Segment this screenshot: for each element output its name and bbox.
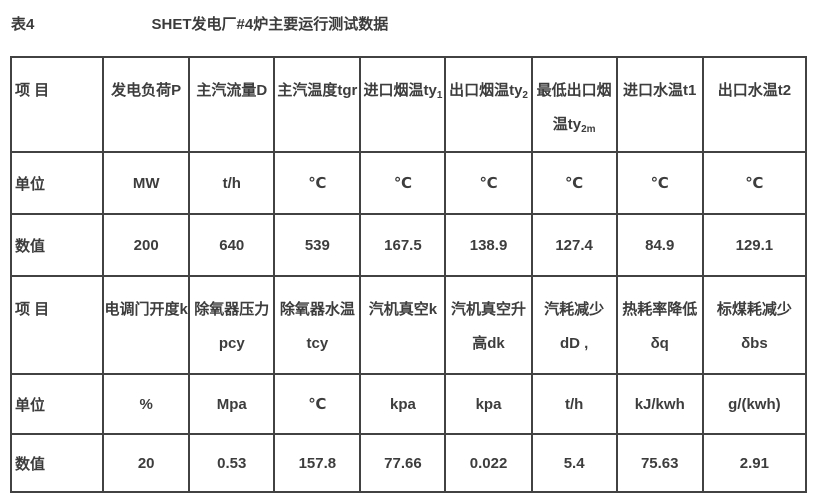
value-cell: 20 [102, 433, 191, 493]
row-label: 单位 [9, 373, 105, 435]
column-header: 电调门开度k [102, 275, 191, 375]
subscript: 2 [522, 90, 528, 101]
table-row: 项 目 发电负荷P 主汽流量D 主汽温度tgr 进口烟温ty1 出口烟温ty2 … [9, 56, 808, 153]
header-text-line2: pcy [218, 335, 245, 352]
value-cell: 2.91 [701, 433, 808, 493]
table-number-label: 表4 [11, 16, 35, 33]
column-header: 热耗率降低 δq [615, 275, 704, 375]
column-header: 除氧器水温 tcy [273, 275, 362, 375]
column-header: 主汽流量D [188, 56, 276, 153]
value-cell: 640 [188, 213, 276, 277]
header-text: 出口烟温ty [449, 82, 523, 99]
column-header: 主汽温度tgr [273, 56, 362, 153]
unit-cell: g/(kwh) [701, 373, 808, 435]
value-cell: 539 [273, 213, 362, 277]
row-label: 数值 [9, 213, 105, 277]
header-text: 汽机真空升 [451, 301, 527, 318]
header-text-line2: tcy [306, 335, 329, 352]
value-cell: 138.9 [444, 213, 533, 277]
unit-cell: MW [102, 151, 191, 215]
unit-cell: Mpa [188, 373, 276, 435]
value-cell: 167.5 [359, 213, 447, 277]
unit-cell: ℃ [273, 373, 362, 435]
unit-cell: ℃ [701, 151, 808, 215]
table-row: 数值 20 0.53 157.8 77.66 0.022 5.4 75.63 2… [9, 433, 808, 493]
value-cell: 75.63 [615, 433, 704, 493]
header-text: 温ty2m [534, 108, 615, 142]
table-row: 数值 200 640 539 167.5 138.9 127.4 84.9 12… [9, 213, 808, 277]
row-label: 数值 [9, 433, 105, 493]
header-text: 汽耗减少 [544, 301, 605, 318]
table-row: 单位 % Mpa ℃ kpa kpa t/h kJ/kwh g/(kwh) [9, 373, 808, 435]
header-text: 除氧器水温 [279, 301, 355, 318]
table-row: 项 目 电调门开度k 除氧器压力 pcy 除氧器水温 tcy 汽机真空k 汽机真空升… [9, 275, 808, 375]
value-cell: 0.022 [444, 433, 533, 493]
unit-cell: kJ/kwh [615, 373, 704, 435]
data-table: 项 目 发电负荷P 主汽流量D 主汽温度tgr 进口烟温ty1 出口烟温ty2 … [9, 56, 808, 493]
value-cell: 127.4 [530, 213, 618, 277]
subscript: 1 [436, 90, 443, 101]
unit-cell: ℃ [530, 151, 618, 215]
row-label: 项 目 [9, 275, 105, 375]
value-cell: 0.53 [188, 433, 276, 493]
unit-cell: kpa [359, 373, 447, 435]
value-cell: 200 [102, 213, 191, 277]
table-row: 单位 MW t/h ℃ ℃ ℃ ℃ ℃ ℃ [9, 151, 808, 215]
column-header: 发电负荷P [102, 56, 191, 153]
header-text: 最低出口烟 [536, 82, 612, 99]
unit-cell: ℃ [359, 151, 447, 215]
header-text-line2: 高dk [472, 335, 505, 352]
column-header: 汽机真空k [359, 275, 447, 375]
column-header: 汽机真空升高dk [444, 275, 533, 375]
value-cell: 157.8 [273, 433, 362, 493]
header-text: 热耗率降低 [622, 301, 698, 318]
column-header: 除氧器压力 pcy [188, 275, 276, 375]
unit-cell: % [102, 373, 191, 435]
column-header: 汽耗减少 dD , [530, 275, 618, 375]
column-header: 标煤耗减少 δbs [701, 275, 808, 375]
document-title: SHET发电厂#4炉主要运行测试数据 [151, 16, 389, 33]
header-text-line2: dD , [559, 335, 589, 352]
unit-cell: t/h [530, 373, 618, 435]
column-header: 最低出口烟温ty2m [530, 56, 618, 153]
value-cell: 129.1 [701, 213, 808, 277]
header-text: 进口烟温ty [363, 82, 437, 99]
value-cell: 5.4 [530, 433, 618, 493]
value-cell: 84.9 [615, 213, 704, 277]
row-label: 项 目 [9, 56, 105, 153]
unit-cell: kpa [444, 373, 533, 435]
column-header: 出口烟温ty2 [444, 56, 533, 153]
unit-cell: ℃ [273, 151, 362, 215]
column-header: 进口烟温ty1 [359, 56, 447, 153]
header-text-line2: δq [650, 335, 669, 352]
header-text: 除氧器压力 [194, 301, 270, 318]
header-text-line2: 温ty [552, 116, 582, 133]
title-bar: 表4 SHET发电厂#4炉主要运行测试数据 [0, 0, 814, 34]
unit-cell: t/h [188, 151, 276, 215]
unit-cell: ℃ [615, 151, 704, 215]
header-text: 标煤耗减少 [716, 301, 792, 318]
subscript: 2m [581, 124, 596, 135]
column-header: 出口水温t2 [701, 56, 808, 153]
value-cell: 77.66 [359, 433, 447, 493]
column-header: 进口水温t1 [615, 56, 704, 153]
unit-cell: ℃ [444, 151, 533, 215]
row-label: 单位 [9, 151, 105, 215]
header-text-line2: δbs [741, 335, 768, 352]
